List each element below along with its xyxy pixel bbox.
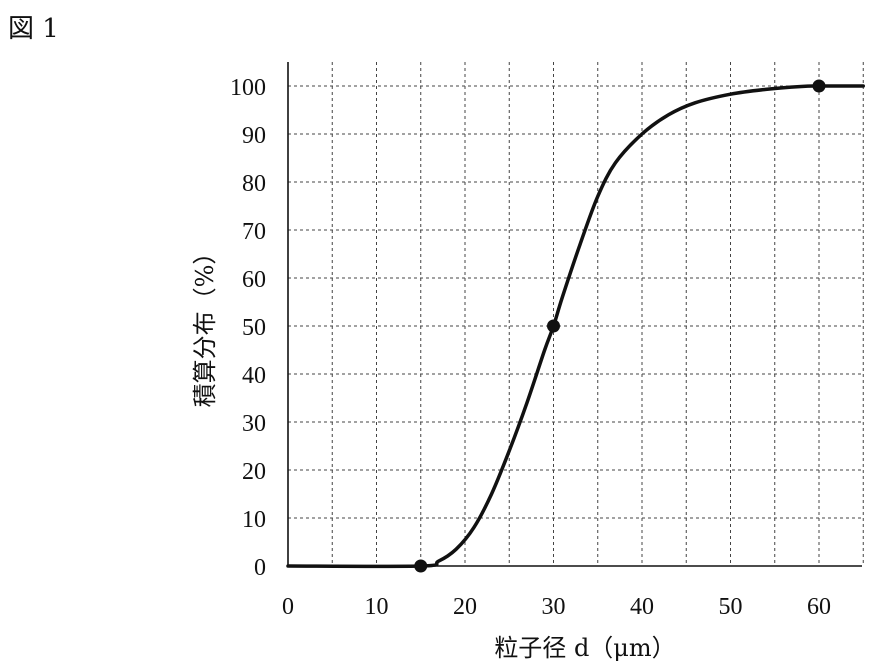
data-markers	[414, 79, 826, 573]
data-point-marker	[812, 79, 826, 93]
x-tick-label: 20	[453, 594, 477, 620]
y-tick-label: 20	[242, 459, 266, 485]
x-axis-title: 粒子径 d（μm）	[494, 634, 675, 662]
x-tick-label: 60	[807, 594, 831, 620]
y-tick-label: 100	[230, 75, 266, 101]
x-tick-label: 0	[282, 594, 294, 620]
grid	[288, 62, 864, 566]
x-tick-label: 30	[542, 594, 566, 620]
y-tick-label: 80	[242, 171, 266, 197]
y-tick-label: 10	[242, 507, 266, 533]
y-tick-label: 50	[242, 315, 266, 341]
figure-label: 図 1	[8, 14, 59, 44]
y-tick-label: 40	[242, 363, 266, 389]
x-tick-label: 50	[719, 594, 743, 620]
tick-labels: 0 10 20 30 40 50 60 0 10 20 30 40 50 60 70 80 90 100	[230, 75, 831, 620]
y-axis-title: 積算分布（%）	[191, 241, 219, 408]
y-tick-label: 0	[254, 555, 266, 581]
x-tick-label: 10	[365, 594, 389, 620]
data-point-marker	[414, 559, 428, 573]
y-tick-label: 60	[242, 267, 266, 293]
data-point-marker	[547, 319, 560, 333]
y-tick-label: 30	[242, 411, 266, 437]
y-tick-label: 90	[242, 123, 266, 149]
axes	[287, 62, 862, 567]
y-tick-label: 70	[242, 219, 266, 245]
x-tick-label: 40	[630, 594, 654, 620]
cumulative-distribution-line	[286, 84, 865, 569]
